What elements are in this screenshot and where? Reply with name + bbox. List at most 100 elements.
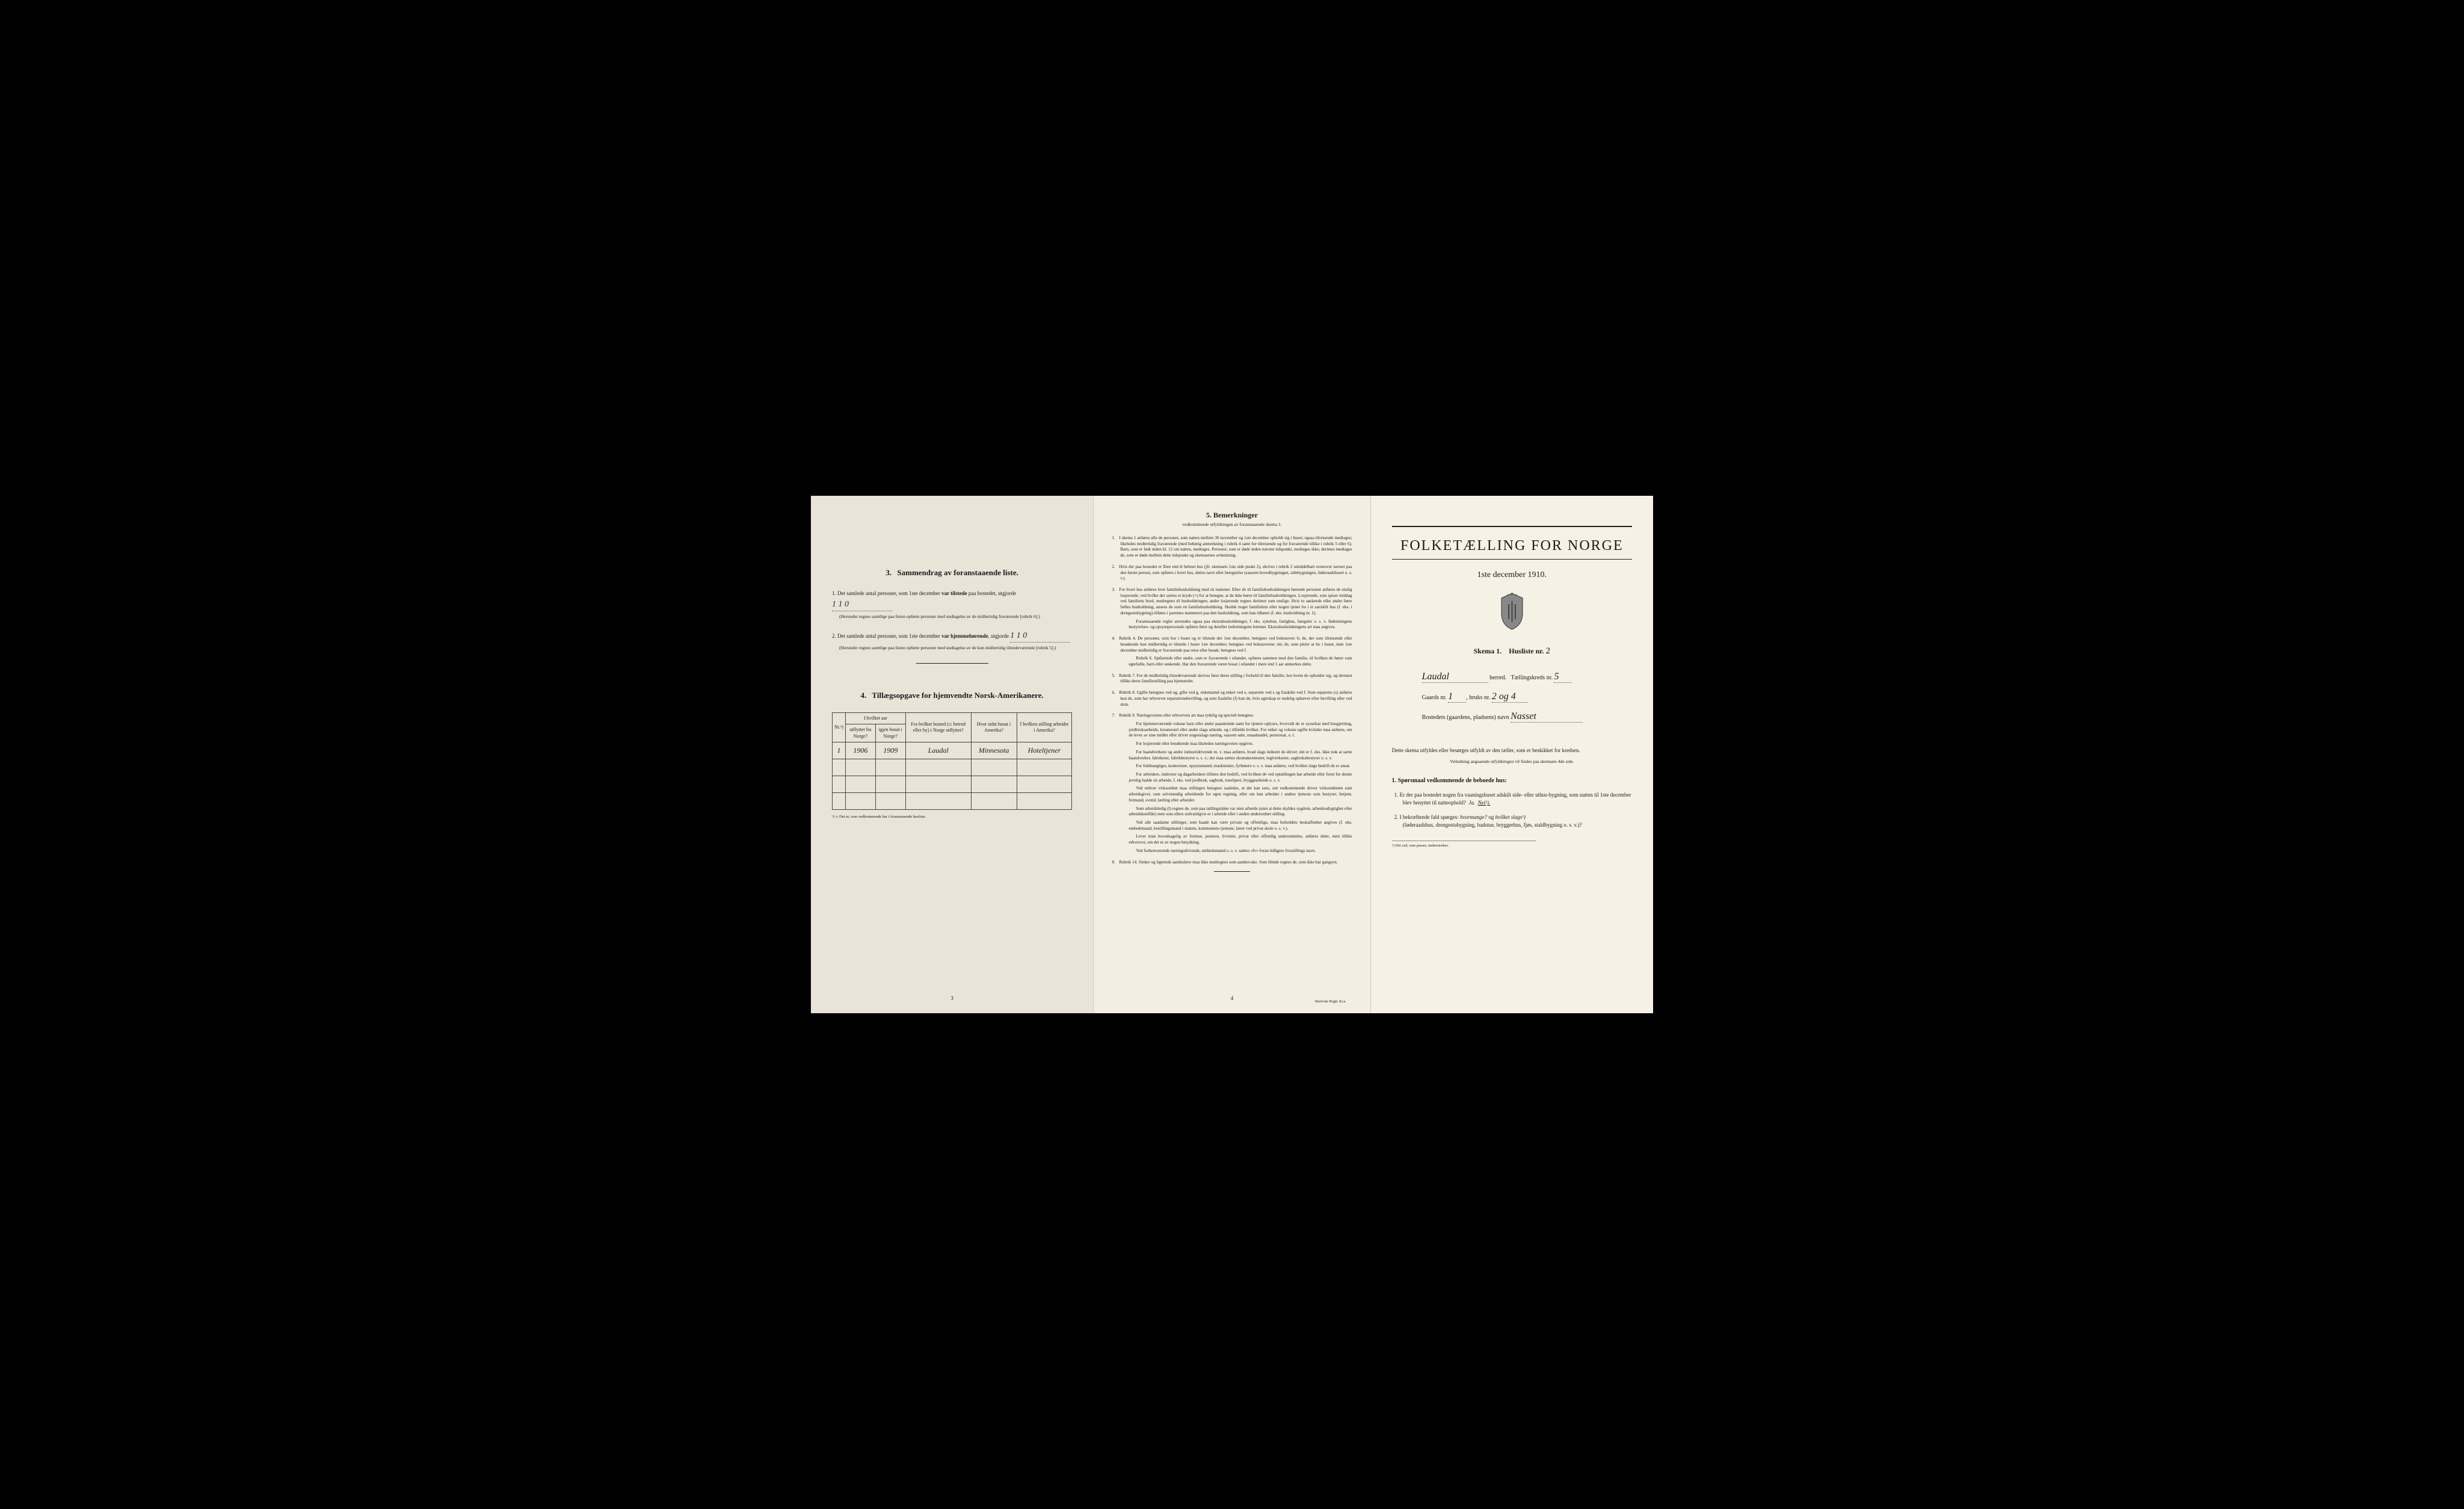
page-number: 4 (1231, 995, 1234, 1001)
remark-7i: Ved alle saadanne stillinger, som baade … (1120, 820, 1352, 832)
remark-7b: For hjemmeværende voksne barn eller andr… (1120, 721, 1352, 739)
husliste-label: Husliste nr. (1509, 647, 1544, 655)
q2-text-c: (føderaadshus, drengestubygning, badstue… (1403, 822, 1582, 828)
item-text-a: Det samlede antal personer, som 1ste dec… (837, 590, 941, 596)
section-4-title: 4. Tillægsopgave for hjemvendte Norsk-Am… (832, 691, 1072, 700)
bruks-value: 2 og 4 (1492, 691, 1528, 703)
answer-ja: Ja. (1468, 800, 1475, 806)
section-4: 4. Tillægsopgave for hjemvendte Norsk-Am… (832, 691, 1072, 819)
table-row (833, 776, 1072, 793)
section-3-title: 3. Sammendrag av foranstaaende liste. (832, 568, 1072, 578)
herred-value: Laudal (1422, 671, 1488, 683)
remark-7d: For haandverkere og andre industridriven… (1120, 750, 1352, 761)
remark-2: 2.Hvis der paa bostedet er flere end ét … (1112, 564, 1352, 582)
item-text-b: , utgjorde (988, 633, 1009, 639)
cell-from: Laudal (905, 742, 971, 759)
q2-em1: hvormange? (1460, 814, 1487, 820)
printer-credit: Steen'ske Bogtr. Kr.a. (1315, 1000, 1346, 1004)
remark-7: 7.Rubrik 9. Næringsveiens eller erhverve… (1112, 713, 1352, 854)
item-text-b: paa bostedet, utgjorde (967, 590, 1016, 596)
col-nr: Nr.¹) (833, 713, 846, 742)
bosted-value: Nasset (1511, 711, 1583, 723)
questions-heading: 1. Spørsmaal vedkommende de beboede hus: (1392, 777, 1632, 784)
section-3-num: 3. (886, 568, 892, 577)
remark-8: 8.Rubrik 14. Sinker og lignende aandsslø… (1112, 860, 1352, 866)
section-5-title: 5. Bemerkninger (1112, 511, 1352, 520)
remark-text: Rubrik 4. De personer, som bor i huset o… (1119, 636, 1352, 652)
q2-num: 2. (1394, 814, 1399, 820)
kreds-label: Tællingskreds nr. (1511, 674, 1553, 681)
guidance-note: Veiledning angaaende utfyldningen vil fi… (1392, 759, 1632, 764)
census-date: 1ste december 1910. (1392, 570, 1632, 580)
q1-num: 1. (1394, 792, 1399, 798)
page-left: 3. Sammendrag av foranstaaende liste. 1.… (811, 496, 1094, 1013)
col-year: I hvilket aar (846, 713, 906, 724)
skema-label: Skema 1. (1474, 647, 1502, 655)
remark-7e: For fuldmægtiger, kontorister, opsynsmæn… (1120, 764, 1352, 770)
remark-text: Rubrik 9. Næringsveiens eller erhvervets… (1119, 713, 1254, 718)
q2-em2: hvilket slags¹) (1495, 814, 1525, 820)
remark-text: For hvert hus anføres hver familiehushol… (1119, 587, 1352, 616)
q1-text: Er der paa bostedet nogen fra vaaningshu… (1400, 792, 1631, 806)
section-4-heading: Tillægsopgave for hjemvendte Norsk-Ameri… (872, 691, 1043, 700)
census-document: 3. Sammendrag av foranstaaende liste. 1.… (811, 496, 1653, 1013)
table-row (833, 759, 1072, 776)
cell-where: Minnesota (971, 742, 1017, 759)
item-num: 2. (832, 633, 836, 639)
remark-text: Rubrik 8. Ugifte betegnes ved ug, gifte … (1119, 690, 1352, 706)
remark-4: 4.Rubrik 4. De personer, som bor i huset… (1112, 636, 1352, 668)
section-5-subtitle: vedkommende utfyldningen av foranstaaend… (1112, 522, 1352, 527)
page-right: FOLKETÆLLING FOR NORGE 1ste december 191… (1371, 496, 1653, 1013)
q-heading-num: 1. (1392, 777, 1397, 784)
item-text-a: Det samlede antal personer, som 1ste dec… (837, 633, 941, 639)
filler-note: Dette skema utfyldes eller besørges utfy… (1392, 747, 1632, 755)
page3-footnote: ¹) Det ord, som passer, understrekes. (1392, 841, 1536, 848)
section-5-num: 5. (1206, 511, 1212, 519)
section-3-heading: Sammendrag av foranstaaende liste. (897, 568, 1018, 577)
question-1: 1. Er der paa bostedet nogen fra vaaning… (1392, 791, 1632, 807)
col-job: I hvilken stilling arbeidet i Amerika? (1017, 713, 1072, 742)
remark-4b: Rubrik 6. Sjøfarende eller andre, som er… (1120, 656, 1352, 667)
bosted-label: Bostedets (gaardens, pladsens) navn (1422, 714, 1509, 721)
cell-back: 1909 (875, 742, 905, 759)
item-bold: var tilstede (941, 590, 967, 596)
remark-6: 6.Rubrik 8. Ugifte betegnes ved ug, gift… (1112, 690, 1352, 708)
remark-7g: Ved enhver virksomhet maa stillingen bet… (1120, 786, 1352, 803)
remark-7h: Som arbeidsledig (l) regnes de, som paa … (1120, 806, 1352, 818)
table-row (833, 793, 1072, 810)
remark-1: 1.I skema 1 anføres alle de personer, so… (1112, 535, 1352, 559)
skema-line: Skema 1. Husliste nr. 2 (1392, 646, 1632, 656)
item1-note: (Herunder regnes samtlige paa listen opf… (839, 613, 1072, 620)
q-heading-text: Spørsmaal vedkommende de beboede hus: (1398, 777, 1507, 784)
summary-item-2: 2. Det samlede antal personer, som 1ste … (832, 629, 1072, 651)
col-from: Fra hvilket bosted (ɔ: herred eller by) … (905, 713, 971, 742)
summary-item-1: 1. Det samlede antal personer, som 1ste … (832, 590, 1072, 620)
q2-text-b: og (1487, 814, 1495, 820)
herred-label: herred. (1489, 674, 1506, 681)
table-body: 1 1906 1909 Laudal Minnesota Hoteltjener (833, 742, 1072, 810)
bruks-label: bruks nr. (1469, 694, 1490, 701)
remark-7k: Ved forhenværende næringsdrivende, embed… (1120, 848, 1352, 854)
remark-text: Rubrik 7. For de midlertidig tilstedevær… (1119, 673, 1352, 684)
top-rule (1392, 526, 1632, 527)
table-head: Nr.¹) I hvilket aar Fra hvilket bosted (… (833, 713, 1072, 742)
item-bold: var hjemmehørende (941, 633, 988, 639)
gaards-line: Gaards nr. 1, bruks nr. 2 og 4 (1392, 691, 1632, 703)
q2-text-a: I bekræftende fald spørges: (1400, 814, 1460, 820)
document-title: FOLKETÆLLING FOR NORGE (1392, 538, 1632, 554)
question-2: 2. I bekræftende fald spørges: hvormange… (1392, 813, 1632, 830)
remark-5: 5.Rubrik 7. For de midlertidig tilstedev… (1112, 673, 1352, 685)
col-out: utflyttet fra Norge? (846, 724, 876, 742)
item1-value: 1 1 0 (832, 598, 892, 611)
remarks-list: 1.I skema 1 anføres alle de personer, so… (1112, 535, 1352, 865)
cell-out: 1906 (846, 742, 876, 759)
table-row: 1 1906 1909 Laudal Minnesota Hoteltjener (833, 742, 1072, 759)
remark-7j: Lever man hovedsagelig av formue, pensio… (1120, 834, 1352, 845)
gaards-label: Gaards nr. (1422, 694, 1447, 701)
remark-text: Rubrik 14. Sinker og lignende aandssløve… (1119, 860, 1337, 865)
section-4-num: 4. (861, 691, 867, 700)
cell-nr: 1 (833, 742, 846, 759)
bot-rule (1392, 559, 1632, 560)
item2-value: 1 1 0 (1010, 629, 1070, 643)
col-back: igjen bosat i Norge? (875, 724, 905, 742)
